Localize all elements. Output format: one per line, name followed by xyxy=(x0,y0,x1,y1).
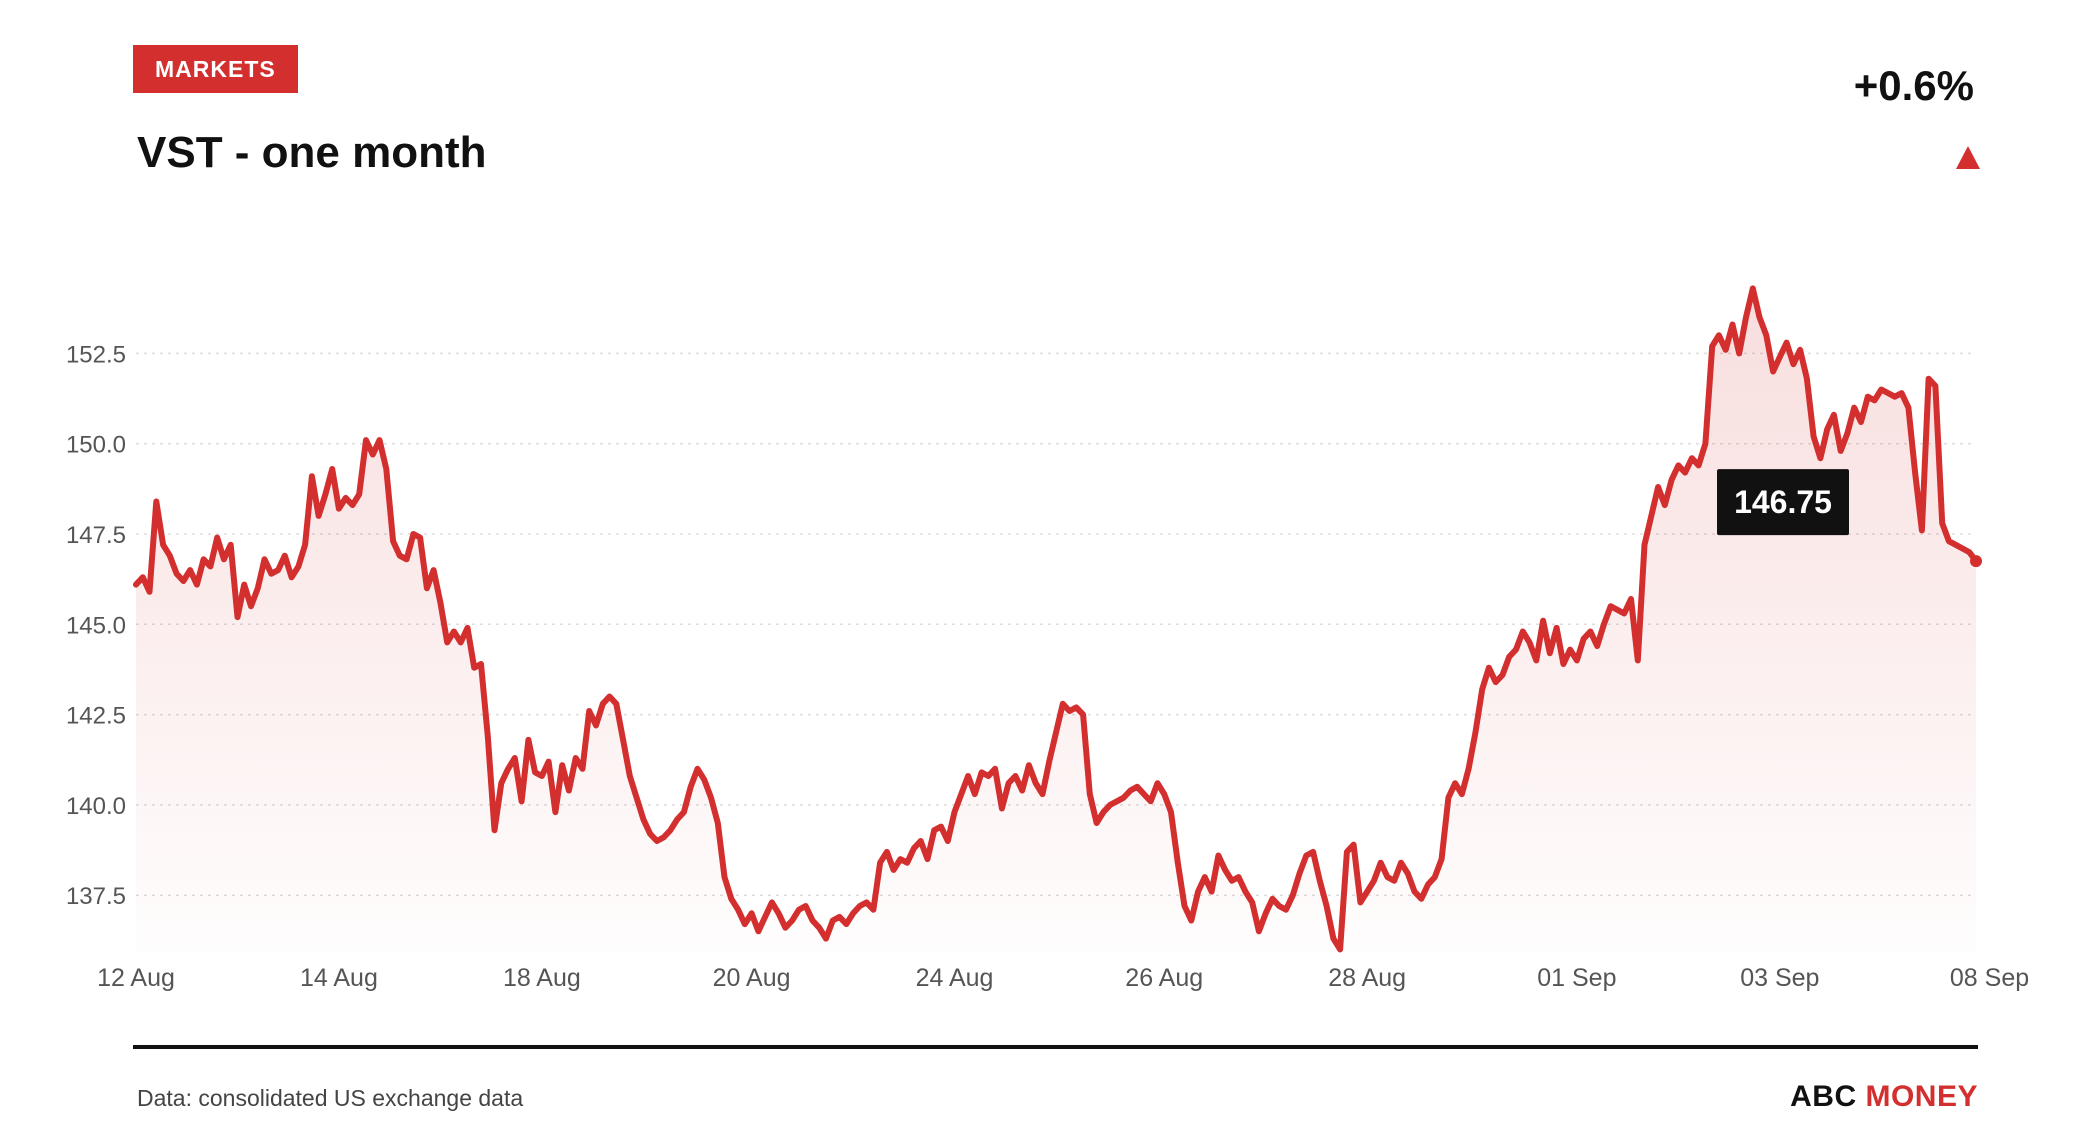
y-axis: 137.5 140.0 142.5 145.0 147.5 150.0 152.5 xyxy=(66,341,126,910)
last-price-dot xyxy=(1970,555,1982,568)
x-tick-label: 14 Aug xyxy=(300,964,378,992)
x-tick-label: 18 Aug xyxy=(503,964,581,992)
x-tick-label: 20 Aug xyxy=(713,964,791,992)
x-tick-label: 26 Aug xyxy=(1125,964,1203,992)
price-chart: 137.5 140.0 142.5 145.0 147.5 150.0 152.5 12 A… xyxy=(66,285,2029,992)
x-tick-label: 24 Aug xyxy=(916,964,994,992)
triangle-up-icon xyxy=(1956,146,1980,169)
y-tick-label: 140.0 xyxy=(66,793,126,820)
last-price-value: 146.75 xyxy=(1734,484,1832,520)
y-tick-label: 142.5 xyxy=(66,703,126,730)
x-axis: 12 Aug 14 Aug 18 Aug 20 Aug 24 Aug 26 Aug 28 A… xyxy=(97,964,2029,992)
brand-abc: ABC xyxy=(1790,1080,1857,1113)
chart-title: VST - one month xyxy=(137,128,487,177)
y-tick-label: 147.5 xyxy=(66,522,126,549)
brand-money: MONEY xyxy=(1865,1080,1978,1113)
x-tick-label: 12 Aug xyxy=(97,964,175,992)
price-area xyxy=(136,288,1976,953)
last-price-label: 146.75 xyxy=(1717,469,1849,536)
y-tick-label: 150.0 xyxy=(66,432,126,459)
markets-tag: MARKETS xyxy=(133,45,298,93)
x-tick-label: 03 Sep xyxy=(1740,964,1819,992)
y-tick-label: 145.0 xyxy=(66,612,126,639)
price-line xyxy=(133,285,1979,953)
change-percent: +0.6% xyxy=(1853,62,1974,109)
brand-logo: ABC MONEY xyxy=(1790,1080,1978,1114)
x-tick-label: 01 Sep xyxy=(1537,964,1616,992)
data-source: Data: consolidated US exchange data xyxy=(137,1085,524,1111)
y-tick-label: 152.5 xyxy=(66,341,126,368)
y-tick-label: 137.5 xyxy=(66,883,126,910)
x-tick-label: 28 Aug xyxy=(1328,964,1406,992)
footer-rule xyxy=(133,1045,1978,1049)
x-tick-label: 08 Sep xyxy=(1950,964,2029,992)
